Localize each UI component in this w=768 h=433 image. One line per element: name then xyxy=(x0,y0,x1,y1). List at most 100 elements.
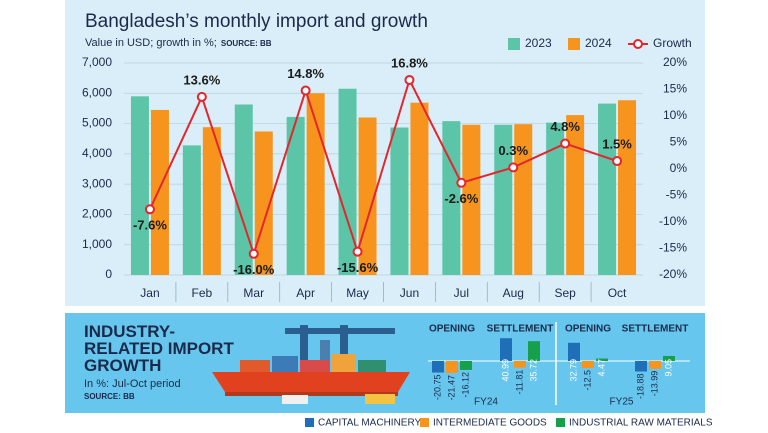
data-label: -7.6% xyxy=(133,218,167,233)
growth-point xyxy=(612,156,623,167)
x-tick-label: Jul xyxy=(454,286,469,300)
y-tick-label: 0 xyxy=(105,267,112,281)
bar xyxy=(432,361,444,373)
legend-swatch xyxy=(508,38,520,50)
x-tick-label: Jun xyxy=(400,286,419,300)
data-label: -16.12 xyxy=(460,372,470,398)
x-tick-label: Aug xyxy=(503,286,524,300)
x-tick-label: Sep xyxy=(554,286,576,300)
y2-tick-label: 10% xyxy=(663,108,687,122)
legend-marker xyxy=(633,39,643,49)
data-label: -20.75 xyxy=(432,375,442,401)
legend-label: 2024 xyxy=(585,36,612,50)
y2-tick-label: 0% xyxy=(670,161,688,175)
chart-source: SOURCE: BB xyxy=(221,39,272,48)
y2-tick-label: 20% xyxy=(663,55,687,69)
legend-label: Growth xyxy=(653,36,692,50)
data-label: 0.3% xyxy=(498,143,528,158)
chart-title: Bangladesh’s monthly import and growth xyxy=(85,11,428,32)
data-label: 4.47 xyxy=(596,359,606,377)
bar xyxy=(596,358,608,361)
legend-label: INDUSTRIAL RAW MATERIALS xyxy=(569,418,713,429)
legend-label: CAPITAL MACHINERY xyxy=(318,418,421,429)
bar xyxy=(182,145,201,275)
bar xyxy=(528,341,540,361)
data-label: 9.05 xyxy=(663,359,673,377)
growth-point xyxy=(300,85,311,96)
group-label: FY24 xyxy=(474,397,498,408)
bar xyxy=(410,102,429,275)
growth-point xyxy=(508,162,519,173)
y-tick-label: 5,000 xyxy=(82,116,112,130)
data-label: -15.6% xyxy=(337,260,379,275)
growth-point xyxy=(352,246,363,257)
bar xyxy=(618,100,637,275)
bar xyxy=(494,124,513,275)
section-title: INDUSTRY-RELATED IMPORT GROWTH xyxy=(84,322,234,375)
y2-tick-label: -20% xyxy=(659,267,687,281)
x-tick-label: Oct xyxy=(608,286,627,300)
bar xyxy=(500,338,512,361)
data-label: -16.0% xyxy=(233,262,275,277)
bar xyxy=(635,361,647,372)
ship-illustration xyxy=(212,325,410,404)
legend-swatch xyxy=(556,418,565,427)
data-label: 4.8% xyxy=(550,119,580,134)
y2-tick-label: 15% xyxy=(663,82,687,96)
growth-point xyxy=(560,138,571,149)
data-label: 16.8% xyxy=(391,55,428,70)
growth-point xyxy=(248,248,259,259)
bottom-title-block: INDUSTRY-RELATED IMPORT GROWTH In %: Jul… xyxy=(84,323,234,401)
category-label: SETTLEMENT xyxy=(622,324,689,335)
x-tick-label: May xyxy=(346,286,369,300)
bar xyxy=(460,361,472,370)
chart-subtitle: Value in USD; growth in %; xyxy=(85,37,217,49)
bar xyxy=(338,88,357,275)
growth-point xyxy=(456,177,467,188)
legend-swatch xyxy=(568,38,580,50)
bar xyxy=(514,361,526,368)
group-label: FY25 xyxy=(610,397,634,408)
y-tick-label: 2,000 xyxy=(82,207,112,221)
growth-point xyxy=(404,74,415,85)
growth-line xyxy=(149,77,618,258)
y2-tick-label: -10% xyxy=(659,214,687,228)
data-label: 32.79 xyxy=(568,359,578,382)
bar xyxy=(390,127,409,275)
y2-tick-label: -15% xyxy=(659,241,687,255)
y2-tick-label: -5% xyxy=(666,188,688,202)
y-tick-label: 1,000 xyxy=(82,237,112,251)
data-label: -2.6% xyxy=(444,191,478,206)
bar xyxy=(130,96,149,275)
growth-point xyxy=(196,91,207,102)
bar xyxy=(286,116,305,275)
bar xyxy=(202,127,221,275)
y-tick-label: 6,000 xyxy=(82,85,112,99)
data-label: 13.6% xyxy=(183,72,220,87)
bar xyxy=(649,361,661,369)
data-label: 40.99 xyxy=(500,359,510,382)
bar xyxy=(568,342,580,361)
bar xyxy=(234,104,253,276)
bar xyxy=(582,361,594,368)
data-label: -21.47 xyxy=(446,375,456,401)
bar xyxy=(442,121,461,275)
x-tick-label: Apr xyxy=(296,286,315,300)
bar xyxy=(598,103,617,275)
bar xyxy=(514,124,533,275)
y2-tick-label: 5% xyxy=(670,135,688,149)
legend-label: INTERMEDIATE GOODS xyxy=(433,418,547,429)
bar xyxy=(462,124,481,275)
bar xyxy=(150,109,169,275)
x-tick-label: Jan xyxy=(140,286,159,300)
legend-swatch xyxy=(420,418,429,427)
data-label: -18.88 xyxy=(635,373,645,399)
category-label: OPENING xyxy=(565,324,611,335)
section-subtitle: In %: Jul-Oct period xyxy=(84,378,181,390)
category-label: SETTLEMENT xyxy=(487,324,554,335)
bar xyxy=(446,361,458,373)
legend-label: 2023 xyxy=(525,36,552,50)
x-tick-label: Mar xyxy=(243,286,264,300)
